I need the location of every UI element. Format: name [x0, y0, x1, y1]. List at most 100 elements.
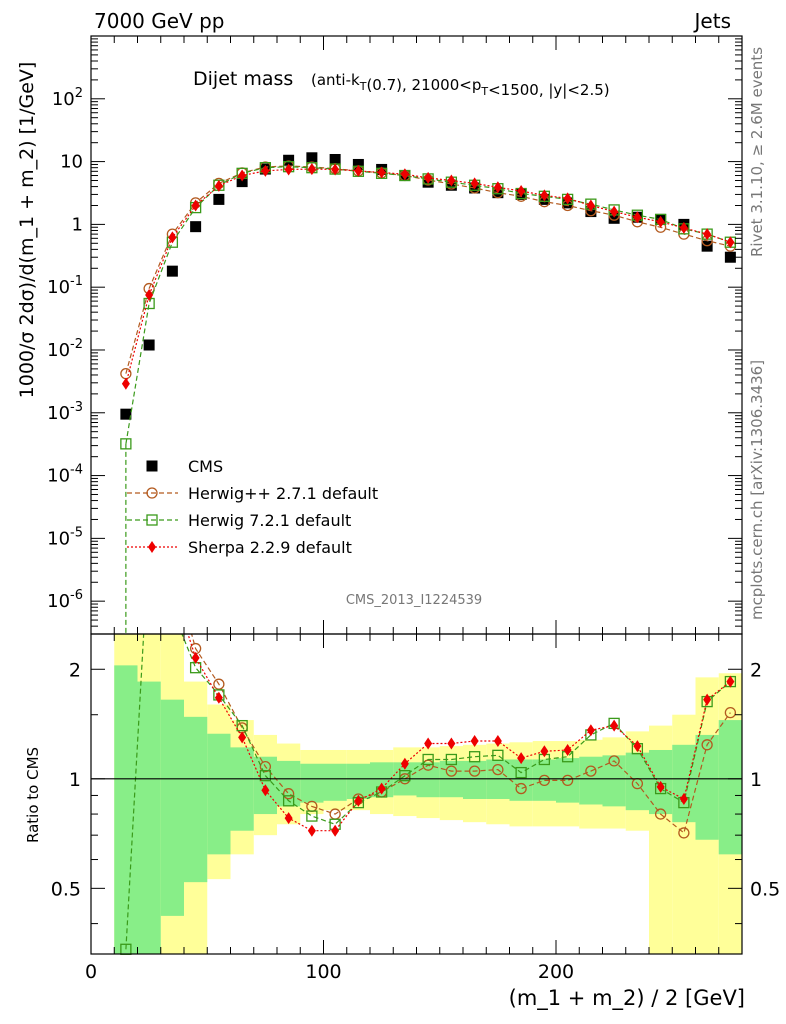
ratio-point	[261, 784, 270, 797]
data-point	[283, 154, 295, 166]
ratio-tick-label-left: 1	[69, 769, 81, 791]
data-point	[352, 158, 364, 170]
ratio-point	[610, 719, 619, 732]
series-line-herwig-7-2-1-default	[125, 166, 731, 444]
data-point	[120, 408, 132, 420]
mcplots-reference-label: mcplots.cern.ch [arXiv:1306.3436]	[748, 360, 766, 620]
ratio-point	[447, 737, 456, 750]
series-herwig-7-2-1-default	[120, 161, 737, 634]
ratio-point	[633, 740, 642, 753]
data-point	[608, 212, 620, 224]
process-label: Jets	[693, 9, 731, 33]
ratio-band-green-bin	[160, 699, 184, 916]
data-point	[120, 438, 132, 450]
data-point	[724, 251, 736, 263]
data-point	[610, 205, 619, 218]
ratio-band-green-bin	[416, 762, 440, 798]
ratio-point	[191, 651, 200, 664]
y-tick-label: 10-3	[47, 400, 83, 424]
ratio-band-green-bin	[300, 763, 324, 803]
legend-marker	[146, 514, 158, 526]
ratio-point	[445, 753, 458, 766]
data-point	[354, 164, 363, 177]
data-point	[307, 163, 316, 176]
legend-entry: CMS	[146, 457, 223, 476]
ratio-point	[331, 824, 340, 837]
ratio-point	[515, 766, 527, 779]
ratio-point	[282, 795, 295, 807]
data-point	[213, 193, 225, 205]
ratio-panel-series	[120, 634, 737, 955]
data-point	[470, 177, 479, 190]
data-point	[190, 221, 202, 233]
data-point	[238, 169, 247, 182]
chart-title-detail: (anti-kT(0.7), 21000<pT<1500, |y|<2.5)	[311, 71, 610, 99]
ratio-point	[656, 780, 665, 793]
ratio-tick-label-left: 0.5	[51, 878, 81, 900]
ratio-band-green-bin	[230, 747, 254, 831]
ratio-point	[724, 706, 737, 719]
ratio-point	[214, 691, 223, 704]
ratio-point	[468, 751, 481, 763]
data-point	[726, 236, 735, 249]
ratio-point	[259, 760, 272, 773]
y-tick-label: 10	[60, 152, 83, 173]
legend-label: Herwig++ 2.7.1 default	[188, 484, 378, 503]
legend-marker	[146, 460, 158, 472]
ratio-band-green-bin	[718, 720, 742, 855]
x-axis-label: (m_1 + m_2) / 2 [GeV]	[509, 986, 745, 1011]
y-axis-label: 1000/σ 2dσ)/d(m_1 + m_2) [1/GeV]	[16, 62, 38, 399]
ratio-point	[678, 827, 690, 839]
data-point	[493, 181, 502, 194]
data-point	[586, 199, 595, 212]
data-point	[214, 179, 223, 192]
data-point	[306, 152, 318, 164]
ratio-uncertainty-bands	[114, 634, 742, 954]
rivet-version-label: Rivet 3.1.10, ≥ 2.6M events	[748, 47, 766, 257]
energy-label: 7000 GeV pp	[94, 9, 225, 33]
x-tick-label: 200	[538, 961, 574, 983]
ratio-point	[540, 745, 549, 758]
data-point	[540, 189, 549, 202]
y-tick-label: 1	[72, 214, 83, 235]
ratio-point	[400, 757, 409, 770]
ratio-point	[236, 719, 248, 732]
ratio-point	[538, 774, 551, 787]
data-point	[585, 206, 597, 218]
ratio-point	[238, 731, 247, 744]
ratio-tick-label-right: 0.5	[750, 878, 780, 900]
ratio-band-green-bin	[602, 755, 626, 807]
data-point	[331, 163, 340, 176]
legend-label: Herwig 7.2.1 default	[188, 511, 351, 530]
ratio-point	[654, 808, 667, 820]
ratio-point	[726, 675, 735, 688]
data-point	[400, 168, 409, 181]
ratio-point	[213, 678, 225, 690]
ratio-point	[468, 765, 481, 777]
x-tick-label: 0	[85, 961, 97, 983]
ratio-tick-label-right: 2	[750, 659, 762, 681]
data-point	[284, 163, 293, 176]
y-tick-label: 10-1	[47, 274, 83, 298]
ratio-band-green-bin	[625, 752, 649, 811]
data-point	[145, 289, 154, 302]
ratio-line-herwig-2-7-1-default	[190, 634, 731, 834]
ratio-band-green-bin	[672, 744, 696, 823]
ratio-point	[585, 765, 597, 777]
data-point	[143, 339, 155, 351]
ratio-point	[701, 739, 713, 751]
data-point	[121, 377, 130, 390]
ratio-point	[515, 782, 527, 795]
ratio-band-green-bin	[323, 763, 347, 801]
chart-title: Dijet mass	[193, 68, 293, 90]
data-point	[679, 221, 688, 234]
data-point	[447, 174, 456, 187]
ratio-point	[561, 774, 574, 787]
legend-entry: Herwig++ 2.7.1 default	[127, 484, 378, 503]
ratio-point	[563, 743, 572, 756]
x-tick-label: 100	[305, 961, 341, 983]
series-sherpa-2-2-9-default	[121, 163, 735, 390]
data-point	[168, 231, 177, 244]
legend-label: Sherpa 2.2.9 default	[188, 538, 352, 557]
